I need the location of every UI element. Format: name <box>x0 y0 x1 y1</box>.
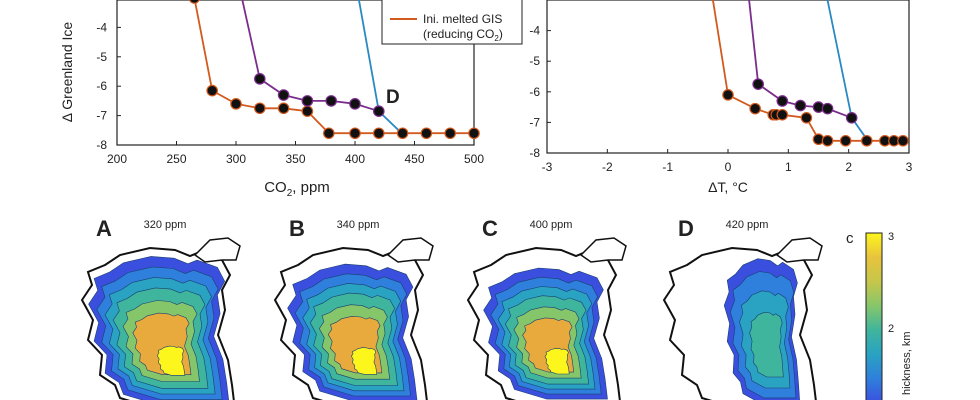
co2-data-point <box>253 73 266 85</box>
co2-data-point <box>349 98 361 110</box>
temp-data-point <box>776 108 789 121</box>
temp-data-point <box>794 99 807 112</box>
temp-data-point <box>752 78 764 90</box>
map-caption: 320 ppm <box>144 219 187 231</box>
temp-xtick-label: -1 <box>662 160 673 174</box>
temp-data-point <box>897 134 909 147</box>
co2-series-line <box>241 0 380 113</box>
co2-data-point <box>325 95 337 107</box>
colorbar-tick-2: 2 <box>888 323 894 335</box>
colorbar-tick-3: 3 <box>888 231 894 243</box>
co2-chart: 200 250 300 350 400 450 500 -4 -5 -6 -7 -8 Δ Greenl… <box>59 0 523 199</box>
ice-thickness-contour <box>351 347 378 375</box>
temperature-chart-xlabel: ΔT, °C <box>708 179 748 195</box>
co2-data-point <box>444 127 456 140</box>
temp-data-point <box>845 112 858 124</box>
map-caption: 340 ppm <box>337 219 380 231</box>
legend: Ini. melted GIS (reducing CO2) <box>381 0 523 45</box>
temp-xtick-label: 2 <box>845 160 852 174</box>
temp-data-point <box>800 112 813 124</box>
co2-data-point <box>349 127 361 140</box>
co2-data-point <box>420 127 433 140</box>
co2-xtick-label: 400 <box>345 152 365 166</box>
temp-data-point <box>839 134 852 147</box>
co2-chart-ylabel: Δ Greenland Ice <box>59 22 75 123</box>
co2-data-point <box>372 105 385 117</box>
temp-xtick-label: 1 <box>785 160 792 174</box>
co2-chart-xlabel: CO2, ppm <box>264 179 330 199</box>
temperature-chart-frame <box>546 0 910 154</box>
map-panel-a: A 320 ppm <box>80 216 241 400</box>
temp-ytick-label: -4 <box>529 24 540 38</box>
map-caption: 400 ppm <box>530 219 573 231</box>
temp-data-point <box>776 95 789 107</box>
legend-text-line2: (reducing CO2) <box>423 27 503 43</box>
legend-box <box>381 0 523 45</box>
coastline-north <box>193 237 241 263</box>
temp-data-point <box>821 102 834 115</box>
co2-data-point <box>277 102 290 115</box>
co2-xtick-label: 450 <box>404 152 424 166</box>
temp-ytick-label: -5 <box>529 54 540 68</box>
map-letter: D <box>678 216 694 241</box>
temp-data-point <box>722 89 734 101</box>
co2-data-point <box>323 127 335 140</box>
colorbar-label: hickness, km <box>901 331 913 395</box>
ice-thickness-contour <box>156 345 186 376</box>
temp-xtick-label: 3 <box>906 160 913 174</box>
temp-data-point <box>749 102 761 115</box>
colorbar: 3 2 c hickness, km <box>846 230 913 400</box>
ice-thickness-contour <box>749 311 784 378</box>
coastline-north <box>775 237 823 263</box>
temp-ytick-label: -8 <box>529 146 540 160</box>
map-panel-c: C 400 ppm <box>466 216 627 400</box>
co2-xtick-label: 500 <box>464 152 484 166</box>
temp-data-point <box>860 134 873 147</box>
temp-data-point <box>821 134 834 147</box>
ice-thickness-contour <box>544 348 570 375</box>
co2-ytick-label: -7 <box>96 109 107 123</box>
co2-xtick-label: 200 <box>107 152 127 166</box>
temperature-chart: -3 -2 -1 0 1 2 3 -4 -5 -6 -7 -8 ΔT, °C <box>529 0 913 195</box>
co2-xtick-label: 350 <box>285 152 305 166</box>
temp-xtick-label: -2 <box>602 160 613 174</box>
co2-data-point <box>468 127 480 140</box>
co2-data-point <box>396 127 409 140</box>
map-panel-b: B 340 ppm <box>273 216 434 400</box>
co2-ytick-label: -4 <box>96 20 107 34</box>
legend-text-line1: Ini. melted GIS <box>423 12 502 26</box>
map-letter: A <box>96 216 112 241</box>
temp-xtick-label: -3 <box>542 160 553 174</box>
co2-xtick-label: 300 <box>226 152 246 166</box>
co2-ytick-label: -6 <box>96 79 107 93</box>
co2-ytick-label: -8 <box>96 138 107 152</box>
map-letter: C <box>482 216 498 241</box>
co2-data-point <box>301 105 314 117</box>
co2-xtick-label: 250 <box>166 152 186 166</box>
temp-ytick-label: -6 <box>529 85 540 99</box>
co2-data-point <box>230 98 242 110</box>
map-letter: B <box>289 216 305 241</box>
map-caption: 420 ppm <box>726 219 769 231</box>
co2-data-point <box>277 89 290 101</box>
co2-data-point <box>372 127 385 140</box>
co2-data-point <box>206 84 218 97</box>
coastline-north <box>386 237 434 263</box>
co2-data-point <box>188 0 200 4</box>
map-panel-d: D 420 ppm <box>662 216 823 400</box>
co2-ytick-label: -5 <box>96 50 107 64</box>
annotation-d: D <box>386 87 400 108</box>
temp-ytick-label: -7 <box>529 115 540 129</box>
coastline-north <box>579 237 627 263</box>
colorbar-bar <box>865 232 883 400</box>
co2-data-point <box>301 95 314 107</box>
temp-xtick-label: 0 <box>725 160 732 174</box>
colorbar-top-glyph: c <box>846 230 854 247</box>
co2-data-point <box>253 102 266 115</box>
